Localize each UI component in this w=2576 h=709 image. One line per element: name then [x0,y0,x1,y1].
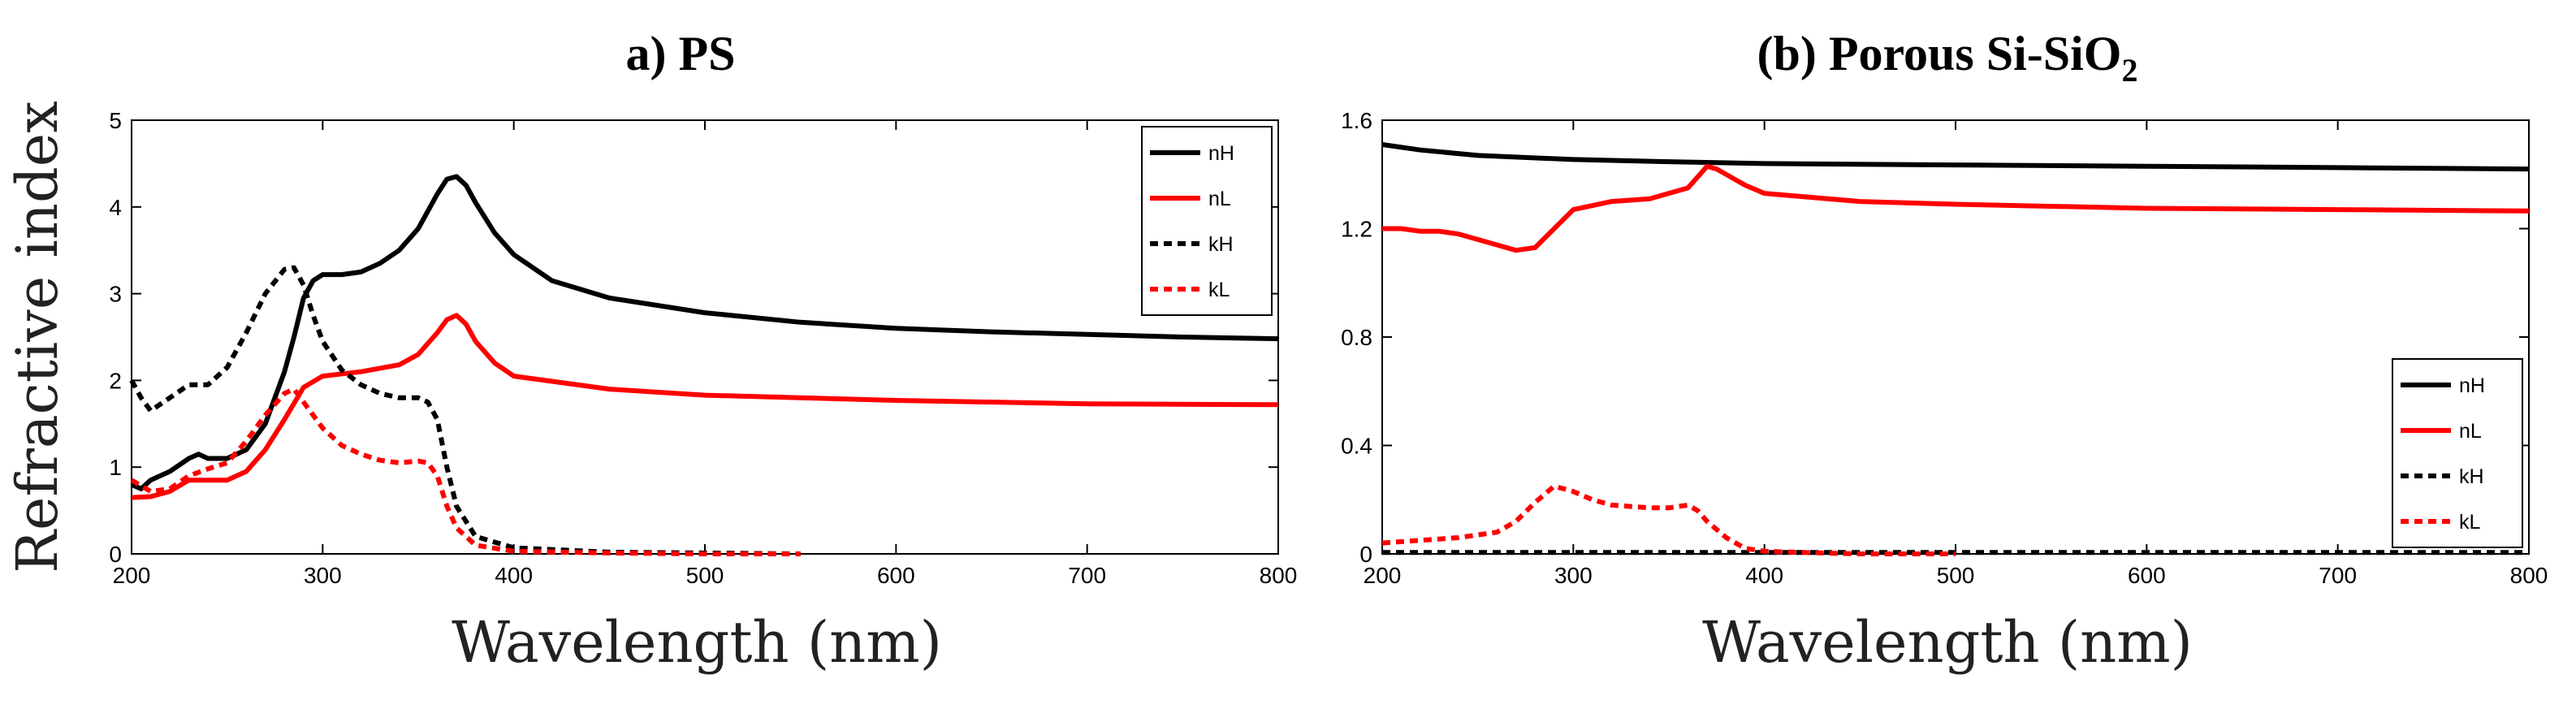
legend-label-nH: nH [1208,142,1234,165]
x-tick-label: 600 [877,563,915,588]
y-tick-label: 4 [109,195,122,220]
series-line-nH [1381,142,2530,172]
legend: nH nL kH kL [2392,358,2523,548]
y-tick-label: 5 [109,108,122,133]
x-tick-label: 800 [1260,563,1298,588]
panel-b-plot: 200 300 400 500 600 700 800 0 0.4 0.8 1.2 1.6 nH nL kH… [1341,108,2548,588]
legend-label-kL: kL [1208,279,1230,301]
panel-a-plot: 200 300 400 500 600 700 800 0 1 2 3 4 5 nH nL kH kL [109,108,1297,588]
legend: nH nL kH kL [1141,126,1273,316]
y-tick-label: 1.6 [1341,108,1372,133]
x-tick-label: 200 [1364,563,1402,588]
panel-b-title-main: (b) Porous Si-SiO [1757,27,2122,80]
x-tick-label: 300 [1554,563,1593,588]
panel-b-title: (b) Porous Si-SiO2 [1757,27,2138,89]
x-tick-label: 800 [2510,563,2548,588]
y-tick-label: 3 [109,282,122,307]
legend-label-kL: kL [2459,511,2481,534]
series-line-kL [130,387,801,556]
y-tick-label: 0 [1359,542,1372,567]
y-tick-label: 1 [109,455,122,480]
x-tick-label: 400 [1745,563,1783,588]
x-tick-label: 400 [495,563,533,588]
x-tick-label: 300 [304,563,342,588]
legend-label-kH: kH [2459,465,2484,488]
x-tick-label: 500 [1937,563,1975,588]
series-line-nL [1382,163,2530,253]
legend-box [1141,126,1273,316]
legend-label-kH: kH [1208,233,1234,256]
panel-a-title: a) PS [626,27,736,80]
x-tick-label: 700 [1068,563,1106,588]
y-tick-label: 2 [109,368,122,393]
x-tick-label: 700 [2319,563,2357,588]
legend-box [2392,358,2523,548]
y-tick-label: 0 [109,542,122,567]
series-line-kL [1381,483,1956,556]
x-tick-label: 600 [2128,563,2166,588]
legend-label-nL: nL [1208,188,1231,210]
series-line-nH [130,174,1279,491]
y-axis-label: Refractive index [4,101,71,573]
panel-b-x-axis-label: Wavelength (nm) [1702,609,2193,676]
y-tick-label: 0.4 [1341,434,1372,459]
panel-b-title-subscript: 2 [2121,52,2137,89]
panel-a-x-axis-label: Wavelength (nm) [452,609,942,676]
x-tick-label: 200 [113,563,151,588]
y-tick-label: 1.2 [1341,217,1372,242]
series-line-nL [131,313,1279,500]
legend-label-nH: nH [2459,374,2485,397]
x-tick-label: 500 [686,563,724,588]
y-tick-label: 0.8 [1341,325,1372,350]
legend-label-nL: nL [2459,420,2482,443]
series-line-kH [129,265,801,556]
